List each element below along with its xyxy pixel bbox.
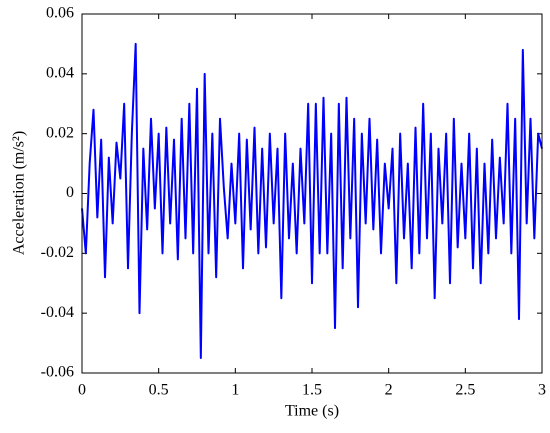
x-tick-label: 2 bbox=[385, 382, 393, 399]
x-tick-label: 1.5 bbox=[302, 382, 322, 399]
y-tick-label: 0.06 bbox=[46, 5, 74, 22]
x-tick-label: 2.5 bbox=[455, 382, 475, 399]
x-axis-label: Time (s) bbox=[285, 403, 339, 420]
line-series bbox=[81, 42, 543, 360]
x-tick-label: 0 bbox=[78, 382, 86, 399]
plot-frame bbox=[81, 13, 543, 374]
x-tick-label: 0.5 bbox=[149, 382, 169, 399]
y-tick-label: 0.02 bbox=[46, 124, 74, 141]
y-axis-label: Acceleration (m/s²) bbox=[11, 131, 28, 255]
x-tick-label: 1 bbox=[231, 382, 239, 399]
x-tick-label: 3 bbox=[538, 382, 546, 399]
y-tick-label: -0.02 bbox=[41, 244, 74, 261]
y-tick-label: 0 bbox=[66, 184, 74, 201]
y-tick-label: -0.04 bbox=[41, 304, 74, 321]
plot-area bbox=[82, 14, 542, 373]
y-tick-label: -0.06 bbox=[41, 364, 74, 381]
y-tick-label: 0.04 bbox=[46, 65, 74, 82]
